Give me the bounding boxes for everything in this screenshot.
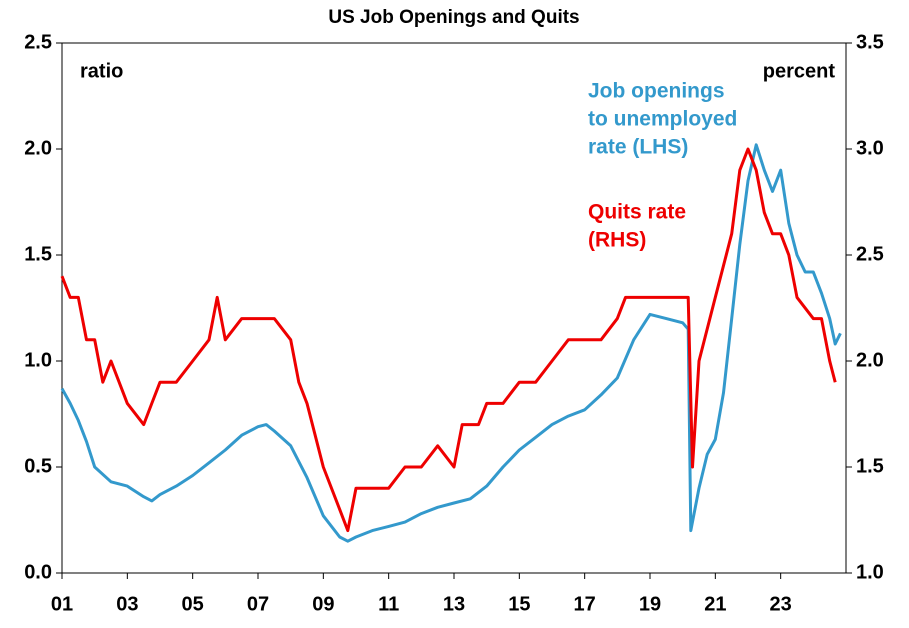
y2-tick-label: 3.0: [856, 137, 884, 159]
x-tick-label: 09: [312, 593, 334, 615]
x-tick-label: 07: [247, 593, 269, 615]
y2-tick-label: 3.5: [856, 31, 884, 53]
x-tick-label: 05: [182, 593, 204, 615]
series-label: rate (LHS): [588, 136, 688, 159]
y-tick-label: 2.0: [24, 137, 52, 159]
chart-title: US Job Openings and Quits: [328, 7, 579, 28]
series-label: to unemployed: [588, 108, 737, 131]
y-tick-label: 1.5: [24, 243, 52, 265]
y2-tick-label: 1.5: [856, 455, 884, 477]
x-tick-label: 19: [639, 593, 661, 615]
y2-tick-label: 2.5: [856, 243, 884, 265]
series-label: (RHS): [588, 229, 646, 252]
y-tick-label: 1.0: [24, 349, 52, 371]
y2-tick-label: 2.0: [856, 349, 884, 371]
x-tick-label: 15: [508, 593, 530, 615]
x-tick-label: 13: [443, 593, 465, 615]
y-tick-label: 2.5: [24, 31, 52, 53]
line-series: [60, 143, 842, 543]
line-series: [60, 147, 837, 533]
x-tick-label: 23: [770, 593, 792, 615]
y2-axis-label: percent: [763, 60, 836, 82]
x-tick-label: 11: [378, 593, 399, 615]
x-tick-label: 03: [116, 593, 138, 615]
series-label: Quits rate: [588, 201, 686, 224]
y-tick-label: 0.5: [24, 455, 52, 477]
y-axis-label: ratio: [80, 60, 123, 82]
y2-tick-label: 1.0: [856, 561, 884, 583]
series-label: Job openings: [588, 80, 725, 103]
x-tick-label: 21: [704, 593, 726, 615]
x-tick-label: 01: [51, 593, 73, 615]
y-tick-label: 0.0: [24, 561, 52, 583]
x-tick-label: 17: [574, 593, 596, 615]
